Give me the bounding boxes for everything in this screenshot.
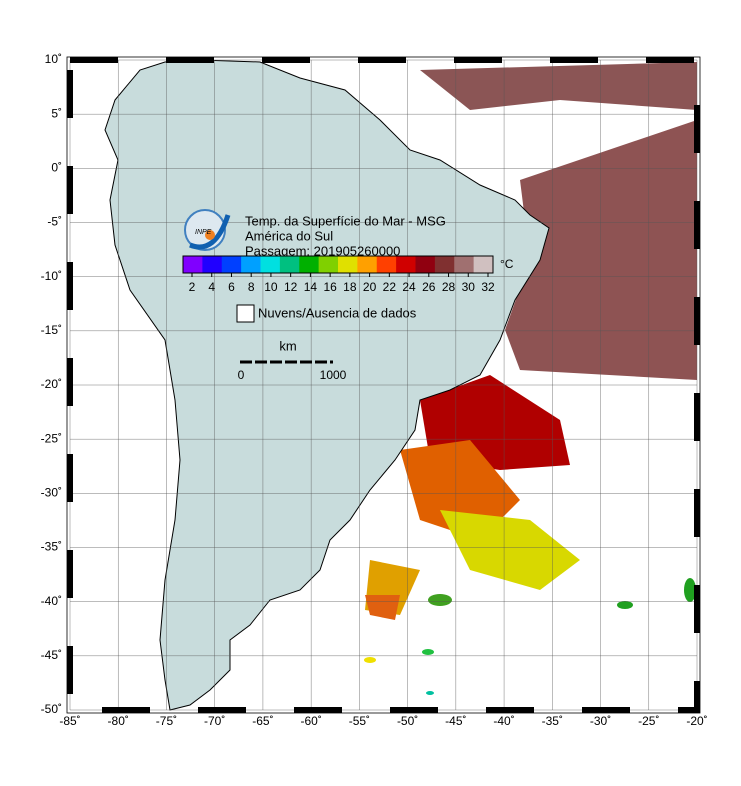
lat-label: 10˚ [45, 52, 62, 66]
lat-label: -35˚ [41, 540, 62, 554]
lat-label: -15˚ [41, 323, 62, 337]
colorbar-label: 4 [208, 280, 215, 294]
lon-label: -55˚ [349, 714, 370, 728]
sst-field [364, 62, 697, 695]
colorbar-label: 10 [264, 280, 278, 294]
lat-label: -30˚ [41, 486, 62, 500]
colorbar-segment [279, 256, 300, 273]
colorbar-label: 8 [248, 280, 255, 294]
lon-label: -80˚ [108, 714, 129, 728]
pass: Passagem: 201905260000 [245, 243, 400, 258]
lon-label: -30˚ [590, 714, 611, 728]
colorbar-label: 26 [422, 280, 436, 294]
lon-label: -65˚ [252, 714, 273, 728]
lat-label: -45˚ [41, 648, 62, 662]
lon-label: -50˚ [397, 714, 418, 728]
colorbar-segment [415, 256, 436, 273]
colorbar-segment [376, 256, 397, 273]
region: América do Sul [245, 228, 333, 243]
logo: INPE [184, 209, 231, 251]
logo-arrow [189, 214, 231, 250]
lat-label: 5˚ [51, 106, 62, 120]
colorbar-label: 2 [189, 280, 196, 294]
lon-label: -60˚ [300, 714, 321, 728]
colorbar-segment [183, 256, 203, 273]
lat-label: -40˚ [41, 594, 62, 608]
lon-label: -45˚ [445, 714, 466, 728]
colorbar-segment [357, 256, 378, 273]
colorbar-segment [299, 256, 320, 273]
colorbar-label: 30 [462, 280, 476, 294]
colorbar-label: 28 [442, 280, 456, 294]
colorbar-segment [454, 256, 475, 273]
colorbar-label: 6 [228, 280, 235, 294]
colorbar-segment [241, 256, 261, 273]
colorbar-label: 32 [481, 280, 495, 294]
colorbar-label: 20 [363, 280, 377, 294]
lon-label: -85˚ [59, 714, 80, 728]
frame-outline [66, 56, 701, 714]
lon-label: -75˚ [156, 714, 177, 728]
colorbar-segment [338, 256, 358, 273]
lon-label: -25˚ [638, 714, 659, 728]
colorbar-segment [260, 256, 281, 273]
scale-start: 0 [238, 368, 245, 382]
lat-label: -20˚ [41, 377, 62, 391]
lon-label: -20˚ [686, 714, 707, 728]
logo-text: INPE [195, 229, 212, 236]
frame [67, 57, 700, 713]
lat-label: 0˚ [51, 161, 62, 175]
legend-label: Nuvens/Ausencia de dados [258, 305, 417, 320]
lat-label: -25˚ [41, 431, 62, 445]
colorbar-label: 12 [284, 280, 298, 294]
lat-label: -10˚ [41, 269, 62, 283]
lat-label: -50˚ [41, 702, 62, 716]
colorbar-label: 14 [304, 280, 318, 294]
colorbar-unit: °C [500, 257, 514, 271]
scale-unit: km [279, 338, 296, 353]
lon-label: -40˚ [493, 714, 514, 728]
lon-label: -35˚ [542, 714, 563, 728]
colorbar-segment [473, 256, 494, 273]
colorbar-segment [202, 256, 223, 273]
logo-sun [205, 230, 215, 240]
colorbar-label: 24 [402, 280, 416, 294]
colorbar-label: 18 [343, 280, 357, 294]
title: Temp. da Superfície do Mar - MSG [245, 213, 446, 228]
colorbar-segment [221, 256, 242, 273]
colorbar-segment [318, 256, 339, 273]
lon-label: -70˚ [204, 714, 225, 728]
colorbar-label: 22 [383, 280, 397, 294]
scale-end: 1000 [320, 368, 347, 382]
legend-swatch [236, 304, 255, 323]
colorbar-segment [434, 256, 455, 273]
colorbar-label: 16 [323, 280, 337, 294]
colorbar-segment [396, 256, 416, 273]
lat-label: -5˚ [47, 215, 62, 229]
colorbar-frame [182, 255, 494, 274]
